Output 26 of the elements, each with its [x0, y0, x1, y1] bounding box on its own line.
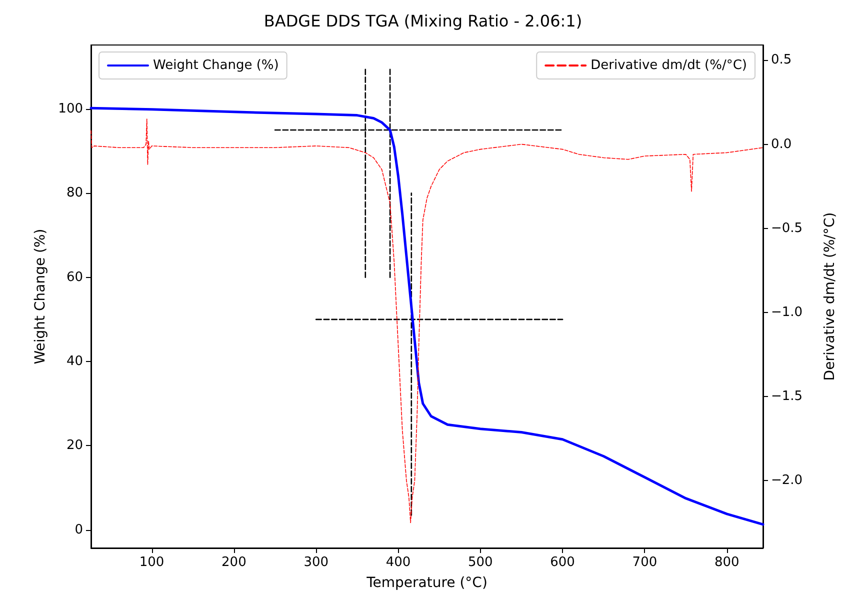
y2-tick-label: −2.0 — [771, 473, 803, 488]
x-tick-label: 100 — [139, 555, 164, 570]
y-tick-label: 100 — [58, 101, 83, 116]
y2-axis-title: Derivative dm/dt (%/°C) — [822, 212, 838, 381]
y2-tick-label: −1.0 — [771, 304, 803, 320]
y2-tick-label: −1.5 — [771, 389, 803, 404]
y2-tick-label: −0.5 — [771, 220, 803, 236]
x-tick-label: 700 — [632, 555, 658, 570]
x-tick-label: 300 — [304, 555, 329, 570]
x-tick-label: 500 — [468, 555, 493, 570]
y2-tick-label: 0.0 — [771, 136, 792, 152]
chart-title: BADGE DDS TGA (Mixing Ratio - 2.06:1) — [264, 12, 582, 30]
x-tick-label: 600 — [550, 555, 575, 570]
x-tick-label: 400 — [386, 555, 411, 570]
y-tick-label: 60 — [66, 270, 83, 285]
y-tick-label: 0 — [74, 522, 83, 538]
y-tick-label: 20 — [66, 438, 83, 454]
legend-label: Derivative dm/dt (%/°C) — [590, 58, 748, 73]
y2-tick-label: 0.5 — [771, 52, 792, 68]
y-tick-label: 80 — [66, 186, 83, 201]
y-axis-title: Weight Change (%) — [32, 228, 48, 364]
x-axis-title: Temperature (°C) — [366, 575, 488, 591]
x-tick-label: 200 — [222, 555, 246, 570]
y-tick-label: 40 — [66, 354, 83, 370]
x-tick-label: 800 — [714, 555, 740, 570]
legend-label: Weight Change (%) — [153, 58, 279, 73]
